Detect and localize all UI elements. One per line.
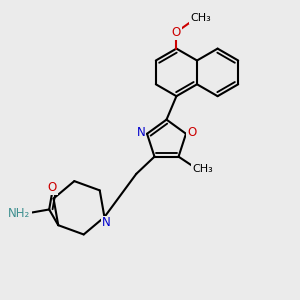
Text: CH₃: CH₃ bbox=[190, 13, 211, 23]
Text: N: N bbox=[137, 126, 146, 139]
Text: O: O bbox=[187, 126, 196, 139]
Text: O: O bbox=[172, 26, 181, 39]
Text: NH₂: NH₂ bbox=[8, 207, 31, 220]
Text: N: N bbox=[102, 217, 110, 230]
Text: CH₃: CH₃ bbox=[192, 164, 213, 174]
Text: O: O bbox=[47, 181, 57, 194]
